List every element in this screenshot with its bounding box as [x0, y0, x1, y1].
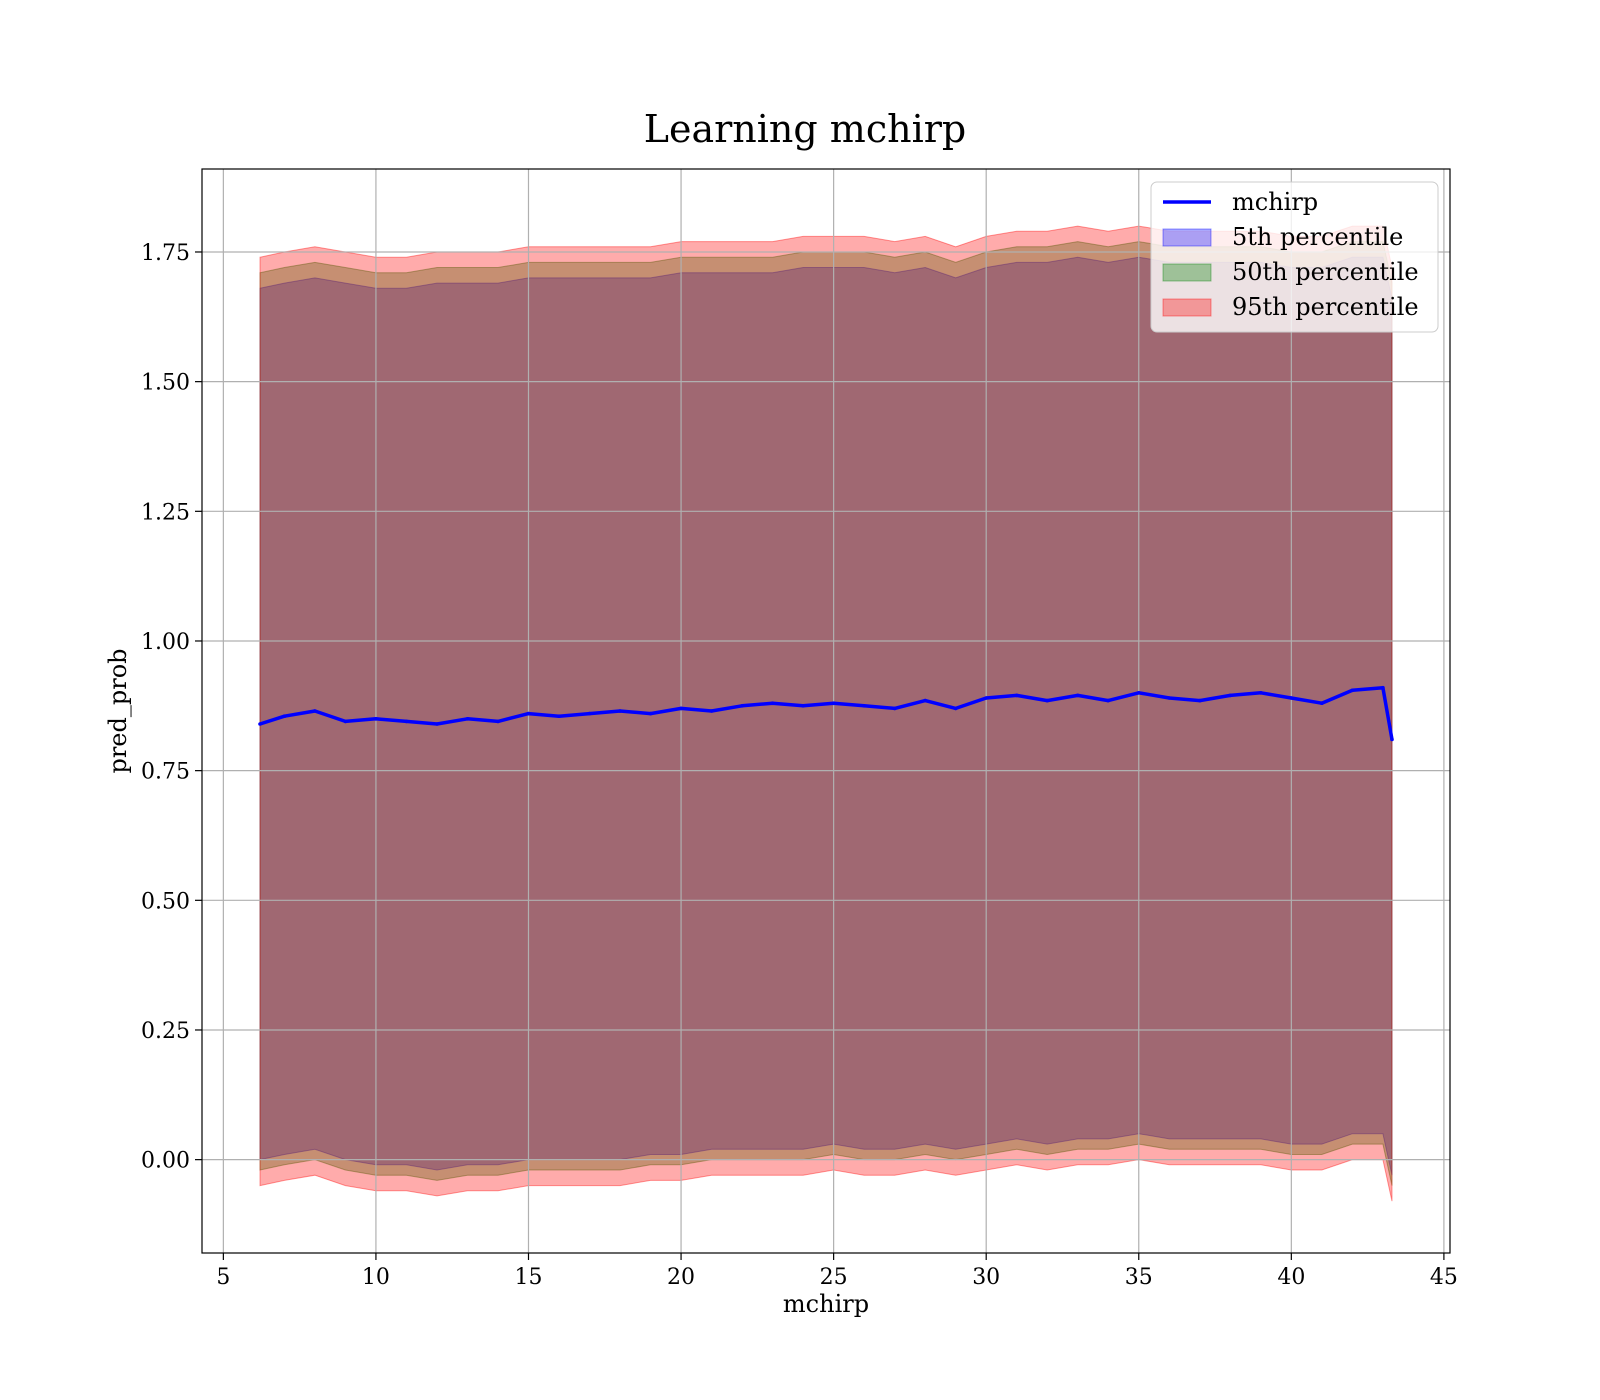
grid	[202, 169, 1450, 1253]
data-point	[1259, 691, 1263, 695]
data-point	[709, 709, 714, 713]
data-point	[618, 709, 622, 713]
data-point	[496, 719, 500, 724]
x-tick-label: 10	[362, 1265, 390, 1290]
data-point	[258, 722, 262, 726]
y-tick-label: 1.25	[141, 500, 190, 525]
legend-label: mchirp	[1232, 188, 1318, 216]
data-point	[679, 706, 683, 711]
data-point	[831, 701, 836, 705]
data-point	[313, 709, 317, 713]
y-tick-label: 0.00	[141, 1149, 190, 1174]
data-point	[343, 719, 348, 724]
data-point	[984, 696, 988, 700]
data-point	[953, 706, 958, 711]
legend-patch-swatch	[1162, 263, 1212, 282]
data-point	[648, 711, 653, 716]
x-tick-label: 20	[667, 1265, 695, 1290]
data-point	[435, 722, 439, 726]
data-point	[465, 717, 470, 721]
legend-label: 5th percentile	[1232, 223, 1403, 251]
data-point	[374, 717, 378, 721]
legend-item: mchirp	[1163, 188, 1318, 216]
x-axis-label: mchirp	[783, 1290, 869, 1318]
data-point	[1320, 701, 1324, 705]
data-point	[1045, 698, 1049, 703]
y-tick-label: 0.75	[141, 760, 190, 785]
legend-label: 95th percentile	[1232, 293, 1419, 321]
y-tick-label: 1.00	[141, 630, 190, 655]
legend-item: 95th percentile	[1162, 293, 1419, 321]
chart-title: Learning mchirp	[644, 107, 966, 151]
series-lines	[258, 685, 1394, 742]
y-axis-label: pred_prob	[104, 648, 132, 773]
x-tick-label: 35	[1125, 1265, 1153, 1290]
legend-item: 5th percentile	[1162, 223, 1403, 251]
data-point	[587, 711, 592, 716]
data-point	[557, 714, 561, 718]
band-50th-percentile	[259, 241, 1393, 1186]
data-point	[1167, 696, 1172, 700]
data-point	[770, 701, 775, 705]
legend-box	[1150, 181, 1439, 333]
x-tick-label: 15	[514, 1265, 542, 1290]
legend-patch-swatch	[1162, 228, 1212, 247]
data-point	[1106, 698, 1110, 703]
band-95th-percentile	[259, 225, 1393, 1202]
data-point	[526, 711, 531, 716]
legend: mchirp 5th percentile 50th percentile 95th …	[1150, 181, 1439, 333]
data-point	[1381, 685, 1385, 690]
data-point	[1228, 693, 1233, 698]
y-tick-label: 0.25	[141, 1019, 190, 1044]
x-tick-label: 45	[1430, 1265, 1458, 1290]
legend-item: 50th percentile	[1162, 258, 1419, 286]
data-point	[1350, 688, 1355, 693]
data-point	[740, 704, 744, 708]
y-tick-label: 0.50	[141, 889, 190, 914]
x-tick-label: 25	[820, 1265, 848, 1290]
data-point	[1075, 693, 1080, 698]
x-tick-label: 5	[216, 1265, 230, 1290]
y-axis-ticks: 0.00 0.25 0.50 0.75 1.00 1.25 1.50 1.75	[141, 241, 202, 1174]
data-point	[923, 698, 927, 703]
legend-patch-swatch	[1162, 298, 1212, 317]
data-point	[862, 704, 866, 708]
y-tick-label: 1.75	[141, 241, 190, 266]
data-point	[801, 704, 805, 708]
x-tick-label: 30	[972, 1265, 1000, 1290]
y-tick-label: 1.50	[141, 371, 190, 396]
data-point	[1390, 737, 1394, 742]
legend-label: 50th percentile	[1232, 258, 1419, 286]
plot-frame	[201, 168, 1451, 1254]
data-point	[1289, 696, 1294, 700]
data-point	[1198, 698, 1202, 703]
data-point	[1014, 693, 1019, 698]
data-point	[892, 706, 897, 711]
x-tick-label: 40	[1277, 1265, 1305, 1290]
data-point	[1137, 691, 1141, 695]
x-axis-ticks: 5 10 15 20 25 30 35 40 45	[216, 1253, 1458, 1290]
percentile-bands	[259, 225, 1393, 1202]
data-point	[282, 714, 287, 718]
data-point	[404, 719, 409, 724]
